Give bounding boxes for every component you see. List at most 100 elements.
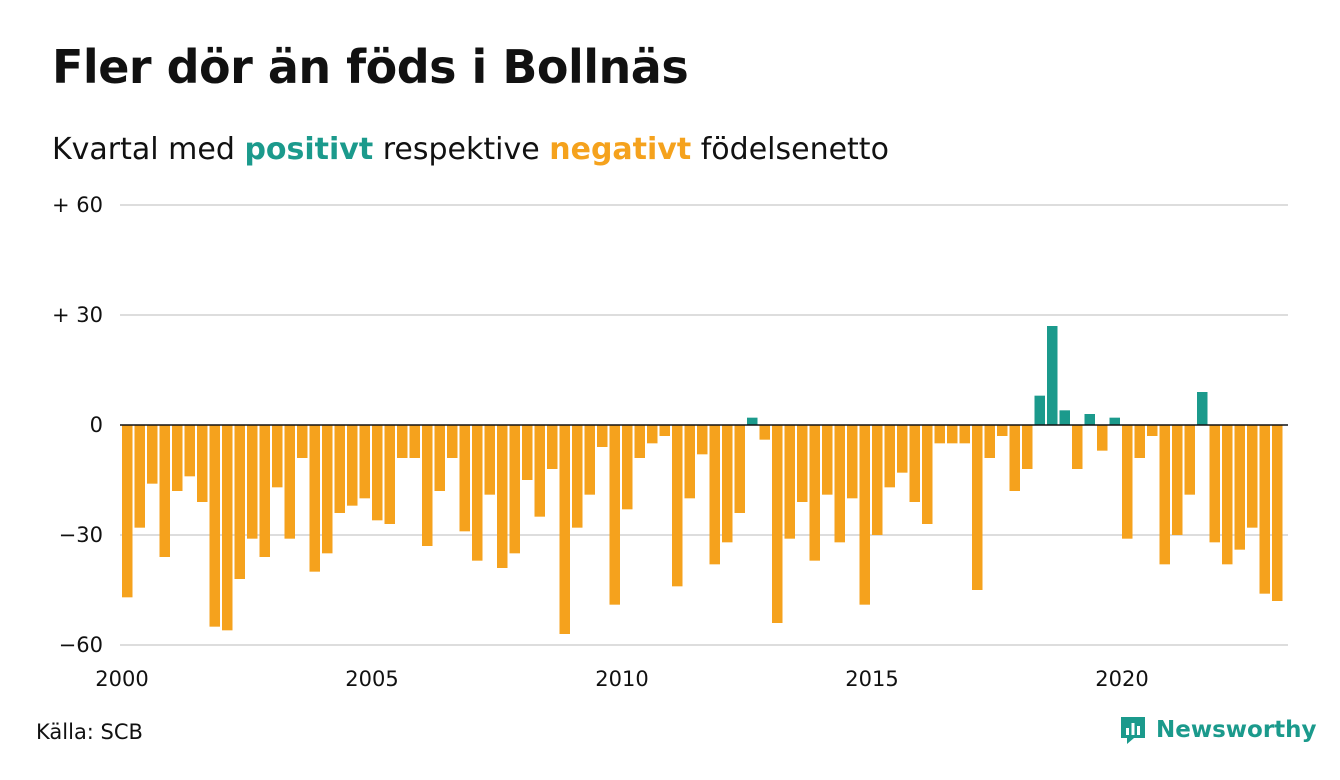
brand-logo: Newsworthy xyxy=(1118,714,1317,746)
bar xyxy=(372,425,383,521)
bar xyxy=(1134,425,1145,458)
bar xyxy=(909,425,920,502)
bar xyxy=(1109,417,1120,425)
bar xyxy=(422,425,433,546)
bar xyxy=(347,425,358,506)
bar xyxy=(1009,425,1020,491)
x-tick-label: 2015 xyxy=(845,667,898,691)
bar xyxy=(734,425,745,513)
bar xyxy=(759,425,770,440)
bar xyxy=(259,425,270,557)
bar xyxy=(272,425,283,488)
x-tick-label: 2000 xyxy=(95,667,148,691)
y-tick-label: + 30 xyxy=(52,303,103,327)
bar xyxy=(1097,425,1108,451)
subtitle-middle: respektive xyxy=(382,132,540,167)
bar xyxy=(722,425,733,543)
bar xyxy=(709,425,720,565)
bar xyxy=(159,425,170,557)
bar xyxy=(647,425,658,444)
bar xyxy=(847,425,858,499)
bar xyxy=(884,425,895,488)
bar xyxy=(772,425,783,623)
bar xyxy=(534,425,545,517)
bar xyxy=(234,425,245,579)
bar xyxy=(447,425,458,458)
brand-name: Newsworthy xyxy=(1156,717,1317,743)
bar xyxy=(822,425,833,495)
bar xyxy=(1172,425,1183,535)
bar xyxy=(322,425,333,554)
bar xyxy=(1159,425,1170,565)
y-tick-label: −60 xyxy=(59,633,103,657)
bar xyxy=(797,425,808,502)
bar xyxy=(1122,425,1133,539)
x-tick-label: 2010 xyxy=(595,667,648,691)
x-tick-label: 2020 xyxy=(1095,667,1148,691)
bar xyxy=(672,425,683,587)
bar xyxy=(209,425,220,627)
bar xyxy=(409,425,420,458)
newsworthy-logo-icon xyxy=(1121,717,1145,744)
bar xyxy=(997,425,1008,436)
bar xyxy=(484,425,495,495)
bar xyxy=(1247,425,1258,528)
bar xyxy=(497,425,508,568)
bar xyxy=(697,425,708,455)
bar xyxy=(184,425,195,477)
bar xyxy=(522,425,533,480)
bar xyxy=(559,425,570,634)
bar xyxy=(634,425,645,458)
bar xyxy=(384,425,395,524)
bar xyxy=(622,425,633,510)
bar xyxy=(934,425,945,444)
bar xyxy=(1034,395,1045,425)
bar xyxy=(247,425,258,539)
bar xyxy=(547,425,558,469)
bar xyxy=(1222,425,1233,565)
bar xyxy=(922,425,933,524)
bar xyxy=(222,425,233,631)
bar xyxy=(1259,425,1270,594)
bar xyxy=(872,425,883,535)
bar xyxy=(897,425,908,473)
bar xyxy=(197,425,208,502)
bar xyxy=(584,425,595,495)
subtitle-positive-word: positivt xyxy=(244,132,374,167)
bar xyxy=(284,425,295,539)
bar xyxy=(1072,425,1083,469)
bar xyxy=(659,425,670,436)
bar-series xyxy=(122,326,1283,634)
y-tick-label: 0 xyxy=(90,413,103,437)
bar xyxy=(609,425,620,605)
bar xyxy=(1022,425,1033,469)
bar xyxy=(134,425,145,528)
bar xyxy=(959,425,970,444)
bar xyxy=(684,425,695,499)
bar xyxy=(397,425,408,458)
bar xyxy=(1209,425,1220,543)
bar xyxy=(809,425,820,561)
bar xyxy=(1184,425,1195,495)
y-tick-label: −30 xyxy=(59,523,103,547)
chart-subtitle: Kvartal med positivt respektive negativt… xyxy=(52,132,889,167)
bar xyxy=(297,425,308,458)
tick-labels: + 60 + 30 0 −30 −60 2000 2005 2010 2015 2020 xyxy=(52,193,1149,691)
bar xyxy=(459,425,470,532)
bar-chart: + 60 + 30 0 −30 −60 2000 2005 2010 2015 2020 xyxy=(52,193,1288,691)
subtitle-prefix: Kvartal med xyxy=(52,132,235,167)
bar xyxy=(947,425,958,444)
bar xyxy=(1234,425,1245,550)
bar xyxy=(309,425,320,572)
bar xyxy=(122,425,133,598)
bar xyxy=(334,425,345,513)
bar xyxy=(509,425,520,554)
bar xyxy=(147,425,158,484)
bar xyxy=(1272,425,1283,601)
x-tick-label: 2005 xyxy=(345,667,398,691)
subtitle-negative-word: negativt xyxy=(549,132,692,167)
bar xyxy=(172,425,183,491)
chart-title: Fler dör än föds i Bollnäs xyxy=(52,40,689,94)
bar xyxy=(472,425,483,561)
bar xyxy=(747,417,758,425)
